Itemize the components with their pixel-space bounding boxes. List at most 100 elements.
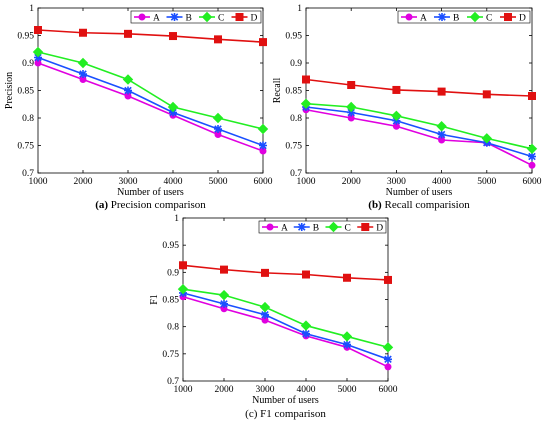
precision-series-D-point (259, 38, 267, 47)
f1-series-C-point (177, 283, 189, 295)
precision-series-B-point (79, 70, 87, 78)
f1-caption-text: (c) F1 comparison (245, 408, 326, 420)
f1-series-A-point (384, 363, 392, 371)
precision-series-D-point (79, 28, 87, 37)
recall-series-A-line (305, 108, 533, 167)
f1-x-tick-label: 6000 (379, 385, 398, 395)
recall-series-A-point (528, 161, 536, 169)
precision-legend-D-marker (235, 13, 244, 21)
recall-series-C-point (436, 121, 447, 132)
recall-chart: 1000 2000 3000 4000 5000 6000 0.7 0.75 0.8 0.85 0.… (272, 4, 542, 211)
precision-series-C-line (37, 51, 264, 130)
f1-y-tick-label: 0.75 (162, 350, 179, 360)
recall-x-tick-label: 5000 (477, 177, 496, 187)
f1-legend-C-marker (328, 221, 339, 233)
recall-x-tick-label: 3000 (387, 177, 406, 187)
f1-y-tick-label: 1 (174, 214, 179, 224)
precision-series-B-point (214, 125, 222, 133)
f1-series-C-point (300, 320, 312, 331)
recall-series-C-point (391, 110, 402, 122)
recall-y-tick-label: 0.7 (290, 169, 302, 179)
precision-legend-box (130, 10, 262, 24)
precision-y-tick-label: 0.95 (17, 32, 34, 42)
precision-series-D-point (124, 29, 132, 38)
precision-series-C-point (32, 46, 44, 58)
f1-y-axis-label: F1 (149, 294, 160, 305)
f1-x-tick-label: 1000 (174, 385, 193, 395)
f1-legend-D-label: D (376, 224, 383, 234)
f1-series-B-point (384, 355, 392, 364)
f1-x-tick-label: 4000 (297, 385, 316, 395)
f1-series-D-point (220, 265, 228, 274)
precision-series-C-point (167, 101, 179, 113)
precision-series-C-point (257, 123, 269, 135)
recall-legend-A-marker (405, 13, 413, 21)
f1-series-D-point (384, 275, 392, 284)
recall-series-D-point (392, 85, 401, 94)
f1-x-axis-label: Number of users (252, 395, 319, 406)
f1-caption: (c) F1 comparison (245, 408, 326, 420)
f1-series-B-point (343, 340, 351, 349)
precision-series-D-point (34, 26, 42, 34)
recall-y-tick-label: 0.8 (290, 114, 302, 124)
f1-y-tick-label: 0.8 (167, 323, 179, 333)
recall-legend-C-marker (469, 11, 481, 23)
recall-series-C-point (300, 98, 312, 109)
precision-series-A-line (37, 62, 264, 152)
recall-series-B-line (305, 106, 533, 158)
precision-series-B-point (259, 141, 267, 150)
f1-series-B-point (261, 310, 269, 319)
precision-legend-C-marker (201, 11, 213, 23)
f1-y-tick-label: 0.7 (167, 377, 179, 387)
recall-caption-text: Recall comparision (382, 199, 470, 211)
precision-y-tick-label: 0.75 (17, 142, 34, 152)
f1-y-tick-label: 0.95 (162, 241, 179, 251)
recall-y-tick-label: 1 (297, 4, 302, 14)
precision-series-C-point (77, 57, 89, 69)
precision-caption: (a) Precision comparison (95, 199, 206, 211)
recall-series-D-line (305, 78, 533, 97)
precision-series-D-point (214, 35, 222, 44)
recall-legend-D-label: D (519, 14, 526, 24)
recall-y-tick-label: 0.95 (285, 32, 302, 42)
f1-x-tick-label: 5000 (338, 385, 357, 395)
precision-y-tick-label: 0.7 (22, 169, 34, 179)
recall-series-D-point (528, 92, 536, 100)
f1-series-D-point (261, 268, 269, 277)
recall-caption-label: (b) (368, 199, 382, 211)
f1-series-D-point (179, 261, 187, 270)
f1-series-C-point (341, 331, 353, 342)
f1-series-D-point (302, 270, 310, 279)
precision-series-B-point (169, 108, 177, 117)
precision-x-tick-label: 2000 (74, 177, 93, 187)
recall-y-tick-label: 0.9 (290, 59, 302, 69)
f1-legend-C-label: C (345, 224, 351, 234)
f1-legend-box (258, 220, 387, 234)
recall-legend-C-label: C (486, 14, 492, 24)
f1-series-A-line (182, 296, 389, 368)
precision-y-tick-label: 1 (29, 4, 34, 14)
precision-legend-A-label: A (153, 14, 160, 24)
recall-legend-A-label: A (420, 14, 427, 24)
recall-series-D-point (347, 81, 356, 89)
f1-x-tick-label: 2000 (215, 385, 234, 395)
precision-y-tick-label: 0.85 (17, 87, 34, 97)
precision-caption-label: (a) (95, 199, 108, 211)
recall-x-tick-label: 2000 (342, 177, 361, 187)
recall-legend-D-marker (504, 13, 512, 21)
recall-x-tick-label: 1000 (297, 177, 316, 187)
precision-x-tick-label: 3000 (119, 177, 138, 187)
recall-series-B-point (528, 152, 536, 161)
precision-legend-C-label: C (218, 14, 224, 24)
precision-legend-A-marker (138, 13, 146, 21)
recall-series-C-point (526, 143, 538, 155)
precision-series-D-line (37, 29, 264, 43)
recall-series-B-point (437, 130, 446, 139)
precision-x-tick-label: 6000 (254, 177, 273, 187)
precision-series-C-point (122, 74, 134, 85)
f1-series-C-point (382, 342, 394, 353)
precision-caption-text: Precision comparison (108, 199, 206, 211)
recall-series-C-line (305, 102, 533, 150)
f1-legend-A-marker (266, 223, 274, 231)
